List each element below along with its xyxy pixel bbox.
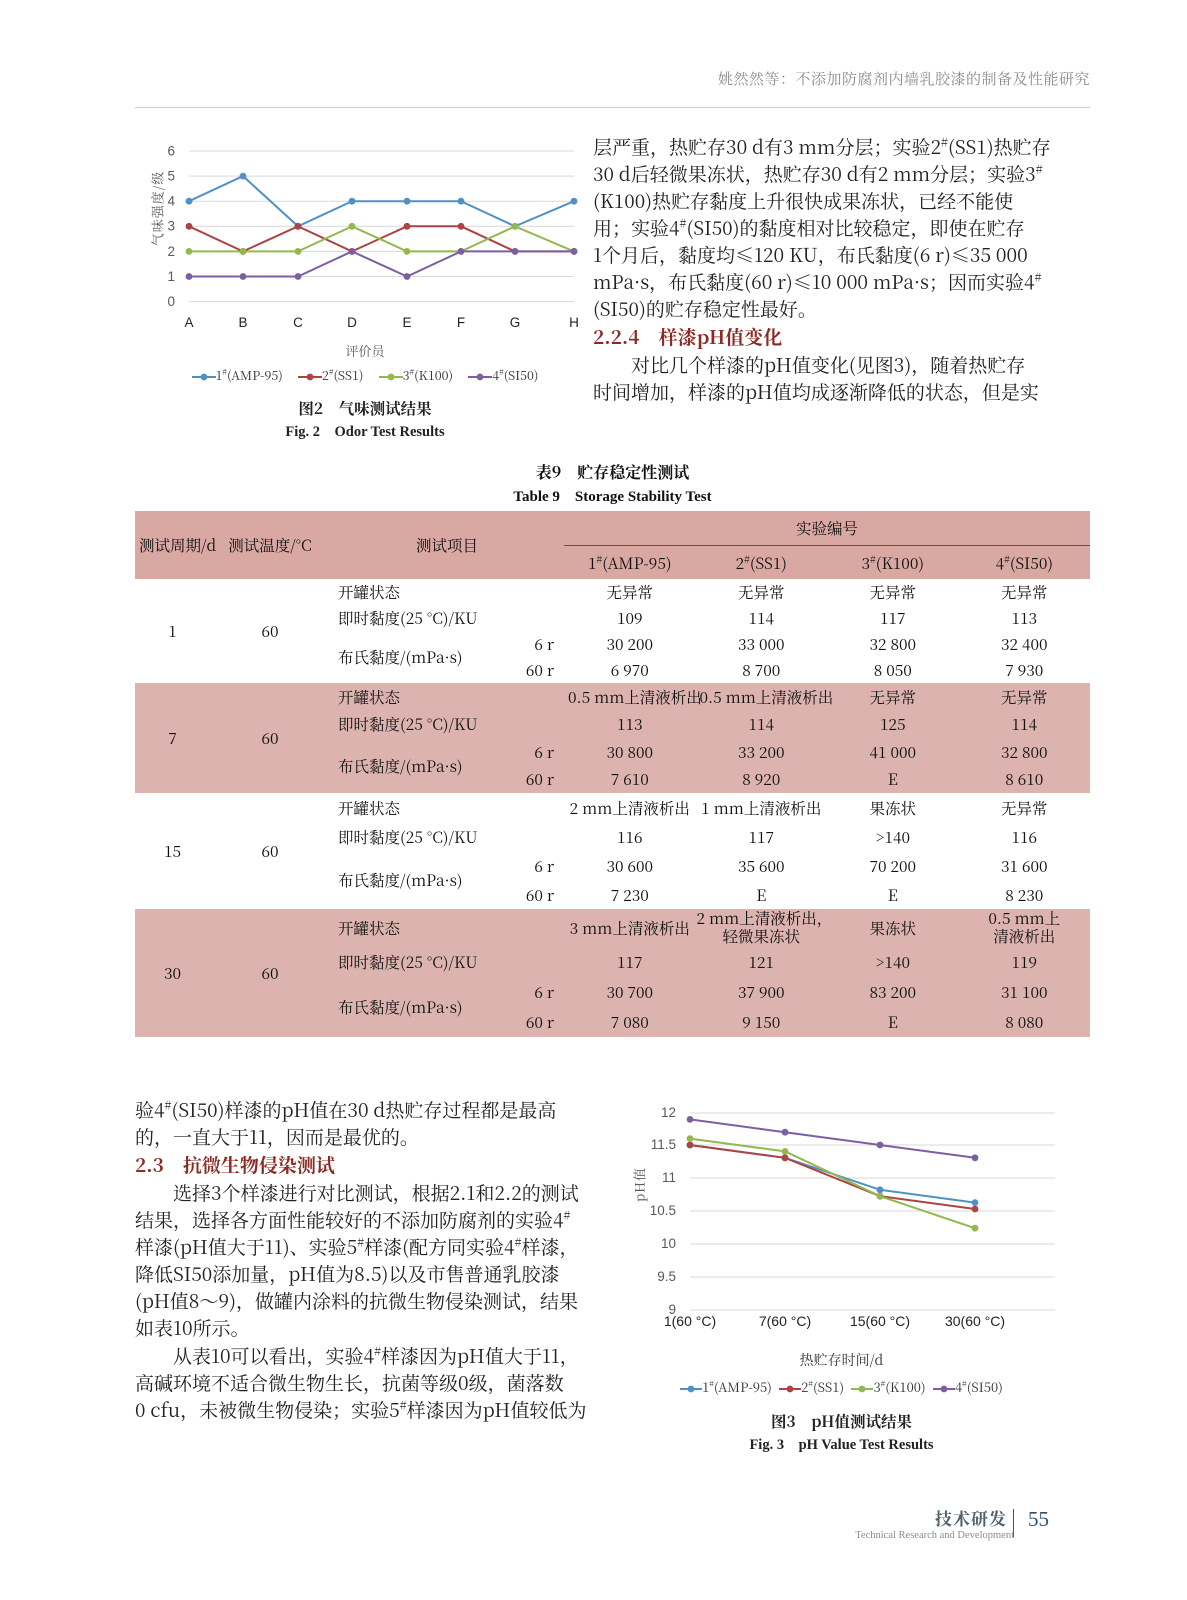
svg-text:1: 1 bbox=[167, 269, 175, 284]
svg-text:10: 10 bbox=[661, 1236, 676, 1251]
svg-text:10.5: 10.5 bbox=[650, 1203, 676, 1218]
svg-text:11: 11 bbox=[662, 1170, 676, 1185]
svg-text:11.5: 11.5 bbox=[651, 1137, 676, 1152]
svg-text:6: 6 bbox=[167, 143, 175, 158]
svg-text:3: 3 bbox=[167, 219, 175, 234]
svg-text:4: 4 bbox=[167, 194, 175, 209]
svg-text:0: 0 bbox=[167, 294, 175, 309]
svg-text:9.5: 9.5 bbox=[657, 1269, 676, 1284]
svg-text:5: 5 bbox=[167, 169, 175, 184]
svg-text:2: 2 bbox=[167, 244, 175, 259]
svg-text:12: 12 bbox=[661, 1105, 676, 1120]
